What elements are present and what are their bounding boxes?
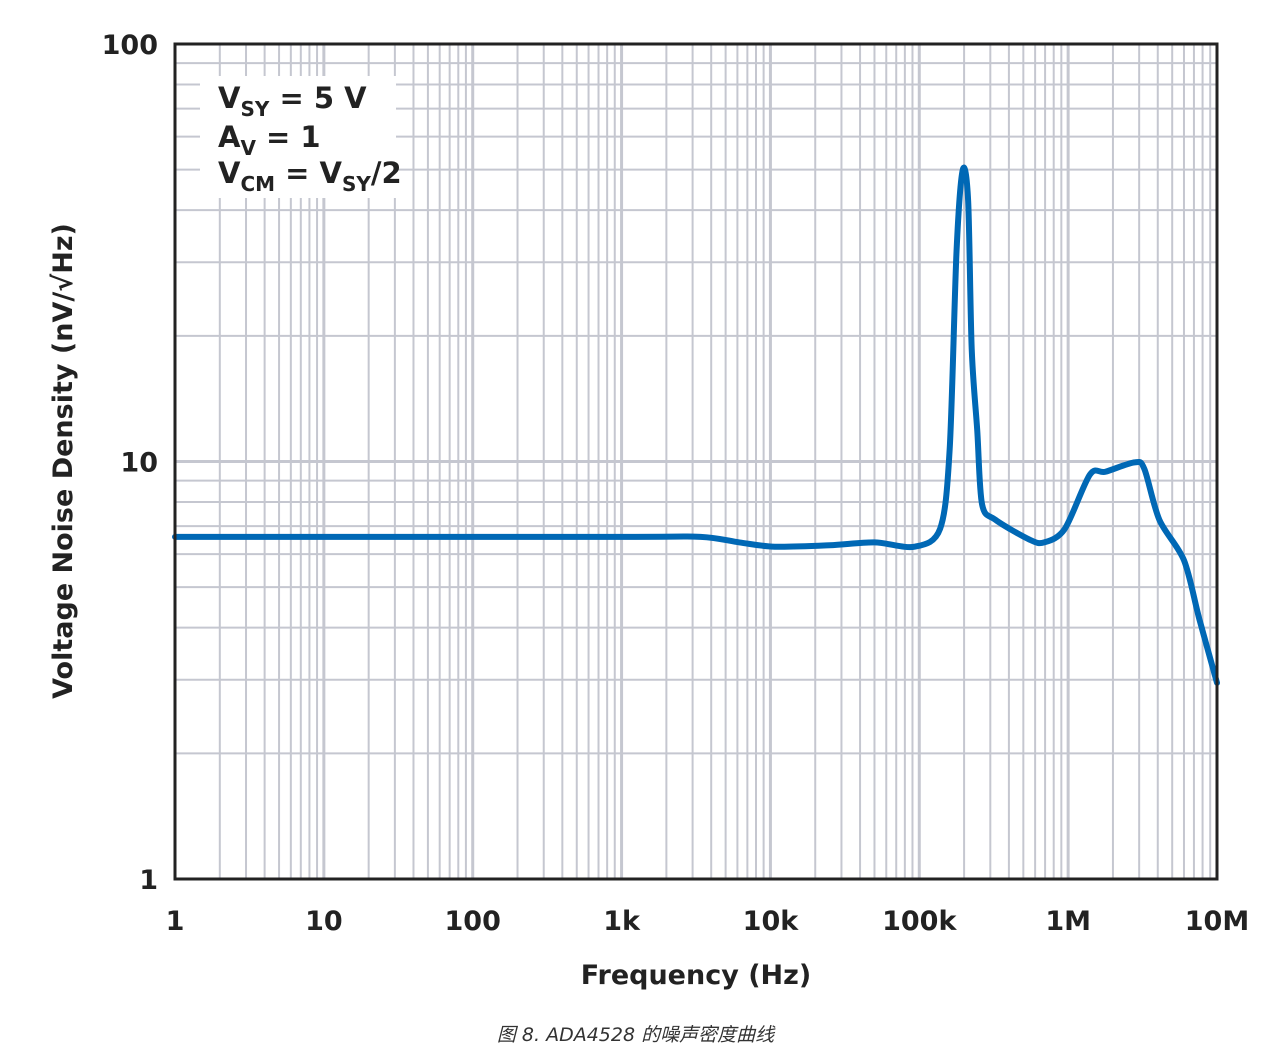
y-tick-label: 10 (120, 448, 158, 479)
legend-line-3: VCM = VSY/2 (218, 156, 402, 196)
legend-background (200, 76, 396, 198)
legend-line-2: AV = 1 (218, 120, 321, 160)
x-tick-label: 1 (166, 906, 185, 937)
series-line (172, 164, 1220, 686)
x-tick-label: 100k (882, 906, 957, 937)
legend-line-1: VSY = 5 V (218, 81, 367, 121)
figure-caption: 图 8. ADA4528 的噪声密度曲线 (496, 1024, 775, 1046)
x-axis-label: Frequency (Hz) (581, 960, 811, 991)
x-tick-label: 1M (1045, 906, 1091, 937)
y-tick-label: 1 (139, 865, 158, 896)
x-tick-label: 100 (445, 906, 501, 937)
x-tick-label: 1k (603, 906, 641, 937)
y-tick-label: 100 (102, 30, 158, 61)
x-tick-label: 10M (1185, 906, 1249, 937)
x-tick-label: 10 (305, 906, 343, 937)
x-tick-label: 10k (743, 906, 800, 937)
y-axis-label: Voltage Noise Density (nV/√Hz) (48, 223, 79, 699)
plot-frame (173, 42, 1219, 881)
